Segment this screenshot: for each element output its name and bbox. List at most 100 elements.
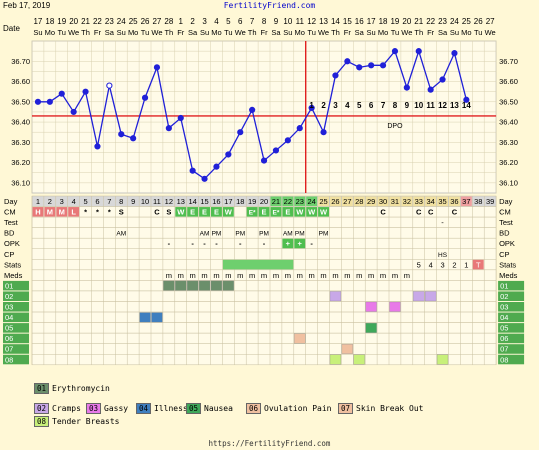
row-label-bg (3, 344, 29, 354)
row-label-bg (498, 302, 525, 312)
temperature-point (379, 62, 387, 69)
date-tick: 17 (33, 17, 42, 26)
temperature-point (439, 76, 446, 83)
cell-text: m (297, 271, 303, 280)
weekday-tick: Mo (128, 28, 138, 37)
symptom-cell (139, 312, 151, 323)
day-number: 10 (141, 197, 149, 206)
day-cell (365, 196, 377, 207)
row-bg (31, 280, 497, 292)
date-tick: 9 (274, 17, 279, 26)
temperature-point (463, 96, 470, 103)
temperature-point (141, 94, 149, 101)
cell-text: m (249, 271, 255, 280)
row-label: Meds (4, 271, 23, 280)
temperature-point (415, 48, 422, 55)
date-tick: 10 (283, 17, 292, 26)
weekday-tick: Su (367, 28, 376, 37)
day-cell (330, 196, 341, 207)
date-tick: 4 (214, 17, 219, 26)
symptom-cell (329, 291, 342, 302)
legend-label: Erythromycin (52, 384, 110, 393)
y-tick-left: 36.20 (11, 158, 30, 167)
day-number: 38 (474, 197, 482, 206)
legend-item: 07 Skin Break Out (338, 403, 423, 414)
date-tick: 20 (69, 17, 78, 26)
date-tick: 22 (426, 17, 435, 26)
cell-text: m (237, 271, 243, 280)
symptom-cell (187, 280, 199, 291)
cell-text: PM (259, 231, 269, 238)
cell-text: C (428, 208, 434, 217)
date-tick: 13 (319, 17, 328, 26)
temperature-point (391, 48, 399, 55)
y-tick-right: 36.40 (499, 118, 518, 127)
weekday-tick: Tu (474, 28, 482, 37)
legend-swatch: 02 (34, 403, 50, 414)
cell-text: C (154, 208, 160, 217)
weekday-tick: Sa (355, 28, 365, 37)
row-bg (31, 301, 497, 313)
stats-band (222, 259, 294, 270)
cell-text: * (84, 208, 87, 217)
symptom-cell (329, 354, 342, 365)
cell-text: * (108, 208, 111, 217)
date-axis-label: Date (3, 24, 20, 33)
day-number: 19 (248, 197, 256, 206)
cell-text: AM (116, 231, 126, 238)
row-label: CP (4, 250, 14, 259)
day-number: 13 (177, 197, 185, 206)
chart-date: Feb 17, 2019 (3, 1, 51, 10)
cell-text: PM (319, 231, 329, 238)
weekday-tick: Th (331, 28, 340, 37)
weekday-tick: Mo (378, 28, 388, 37)
weekday-tick: Th (248, 28, 257, 37)
date-tick: 24 (117, 17, 126, 26)
footer-url[interactable]: https://FertilityFriend.com (208, 439, 331, 448)
day-cell (163, 196, 175, 207)
date-tick: 27 (152, 17, 161, 26)
dpo-label: 3 (333, 101, 338, 110)
day-cell (222, 196, 234, 207)
date-tick: 15 (343, 17, 352, 26)
cell-text: 4 (429, 260, 433, 269)
row-label-bg (3, 323, 29, 333)
cell-fill (294, 207, 306, 217)
day-number: 32 (403, 197, 411, 206)
day-number: 39 (486, 197, 494, 206)
day-cell (175, 196, 187, 207)
cell-text: m (190, 271, 196, 280)
day-cell (318, 196, 329, 207)
symptom-cell (425, 291, 437, 302)
day-number: 22 (284, 197, 292, 206)
legend-swatch: 03 (86, 403, 102, 414)
day-cell (32, 196, 44, 207)
temperature-point (260, 157, 268, 164)
cell-fill (175, 207, 187, 217)
day-cell (341, 196, 353, 207)
date-tick: 2 (190, 17, 195, 26)
cell-text: PM (295, 231, 305, 238)
cell-text: C (452, 208, 458, 217)
weekday-tick: Tu (307, 28, 315, 37)
row-label: 06 (5, 334, 13, 343)
symptom-cell (294, 333, 306, 344)
row-label: 02 (500, 292, 508, 301)
row-label: 03 (500, 303, 508, 312)
cell-text: m (392, 271, 398, 280)
cell-text: m (178, 271, 184, 280)
cell-fill (472, 259, 484, 270)
site-name[interactable]: FertilityFriend.com (223, 1, 316, 10)
cell-text: m (166, 271, 172, 280)
cell-fill (44, 207, 56, 217)
cell-fill (270, 207, 282, 217)
row-label-bg (498, 291, 525, 301)
y-tick-right: 36.20 (499, 158, 518, 167)
temperature-point (237, 129, 244, 136)
date-tick: 16 (355, 17, 364, 26)
row-label: 05 (5, 324, 13, 333)
cell-text: E* (249, 210, 256, 217)
symptom-cell (365, 301, 377, 312)
cell-fill (258, 207, 270, 217)
cell-text: L (71, 208, 76, 217)
